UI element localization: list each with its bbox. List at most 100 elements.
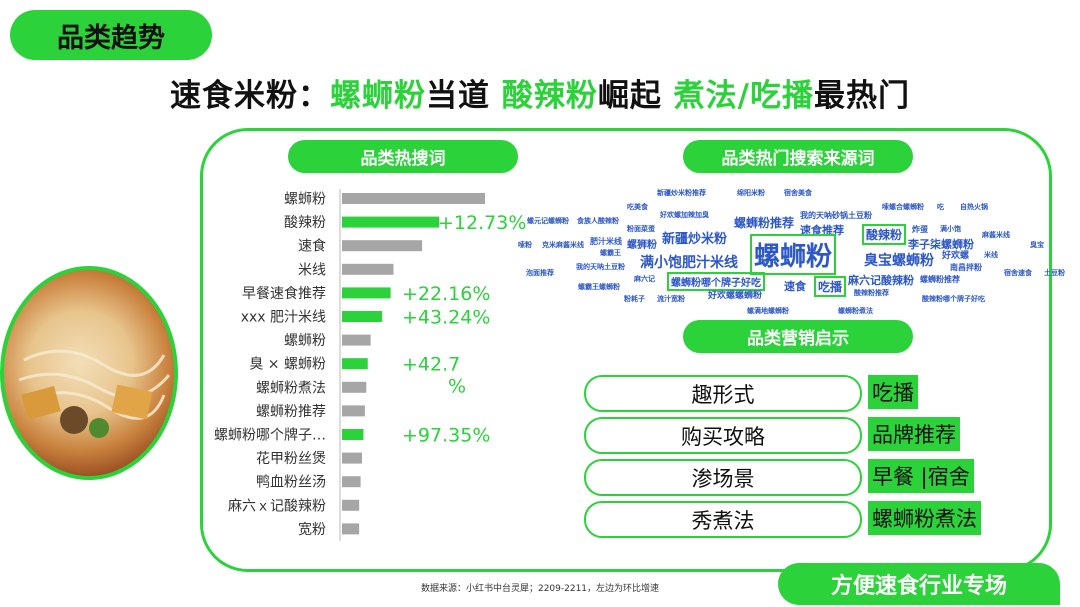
cloud-word: 速食	[784, 280, 806, 293]
bar	[342, 499, 360, 511]
cloud-word: 新疆炒米粉推荐	[657, 189, 706, 197]
bar	[342, 358, 368, 370]
marketing-right-4: 螺蛳粉煮法	[868, 501, 981, 535]
marketing-title: 品类营销启示	[683, 320, 913, 353]
cloud-word: 我的天呐砂锅土豆粉	[800, 211, 872, 220]
cloud-word: 臭宝	[1030, 241, 1044, 249]
cloud-word: 宿舍速食	[1004, 269, 1032, 277]
bar	[342, 452, 363, 464]
cloud-word: 螺元记螺蛳粉	[527, 217, 569, 225]
marketing-left-1: 趣形式	[584, 375, 862, 412]
cloud-word: 螺蛳粉推荐	[920, 275, 960, 284]
bar	[342, 429, 364, 440]
bar	[342, 263, 394, 275]
cloud-word: 螺满地螺蛳粉	[747, 307, 789, 315]
hot-search-title: 品类热搜词	[288, 140, 518, 173]
marketing-right-2: 品牌推荐	[868, 417, 960, 451]
cloud-word: 土豆粉	[1044, 269, 1065, 277]
cloud-word: 麻六记酸辣粉	[848, 274, 914, 287]
cloud-word: 螺狮粉	[627, 240, 657, 251]
bar	[342, 216, 440, 228]
bar	[342, 287, 391, 299]
cloud-word: 肥汁米线	[590, 237, 622, 246]
cloud-word: 粉耗子	[624, 295, 645, 303]
footer-banner: 方便速食行业专场	[778, 563, 1060, 605]
bar	[342, 523, 360, 535]
cloud-word: 速食推荐	[800, 224, 844, 237]
bar-category-label: 螺蛳粉煮法	[256, 380, 326, 396]
cloud-word: 酸辣粉	[862, 224, 907, 245]
headline-highlight-2: 酸辣粉	[501, 78, 598, 114]
bar-category-label: 螺蛳粉	[284, 333, 326, 349]
bar-growth-label: +43.24%	[402, 307, 490, 329]
cloud-word: 螺蛳粉	[750, 234, 837, 275]
marketing-left-4: 秀煮法	[584, 501, 862, 538]
bar-category-label: 鸭血粉丝汤	[256, 475, 326, 491]
bar-category-label: 麻六ｘ记酸辣粉	[228, 498, 326, 514]
section-tag: 品类趋势	[10, 10, 212, 60]
cloud-word: 新疆炒米粉	[662, 232, 728, 247]
cloud-word: 宿舍美食	[784, 189, 812, 197]
cloud-word: 粉面菜蛋	[627, 225, 655, 233]
headline-part-4: 最热门	[813, 78, 910, 114]
cloud-word: 李子柒螺蛳粉	[908, 238, 974, 251]
cloud-word: 好欢螺加辣加臭	[660, 211, 709, 219]
cloud-word: 吃	[937, 203, 944, 211]
bar-category-label: 宽粉	[298, 521, 326, 538]
cloud-word: 克米麻酱米线	[542, 241, 584, 249]
food-photo	[0, 266, 178, 480]
cloud-word: 好欢螺	[942, 251, 970, 261]
headline-part-3: 崛起	[597, 78, 674, 114]
cloud-word: 我的天呐土豆粉	[576, 263, 625, 271]
source-word-cloud: 新疆炒米粉推荐 绵阳米粉 宿舍美食 吃美食 嗦螺合螺蛳粉吃自热火锅 好欢螺加辣加臭 我的天呐…	[512, 182, 1065, 322]
page-headline: 速食米粉：螺蛳粉当道 酸辣粉崛起 煮法/吃播最热门	[0, 70, 1080, 115]
marketing-left-2: 购买攻略	[584, 417, 862, 454]
headline-part-2: 当道	[426, 78, 502, 114]
cloud-word: 螺霸王螺蛳粉	[578, 283, 620, 291]
content-frame	[200, 128, 1052, 572]
data-source-note: 数据来源：小红书中台灵犀；2209-2211，左边为环比增速	[420, 584, 660, 594]
bar	[342, 311, 383, 322]
bar-category-label: 早餐速食推荐	[242, 285, 326, 302]
cloud-word: 食族人酸辣粉	[577, 217, 619, 225]
cloud-word: 米线	[984, 251, 998, 259]
cloud-word: 麻酱米线	[982, 231, 1010, 239]
cloud-word: 嗦粉	[518, 241, 532, 249]
bar	[342, 405, 365, 417]
bar	[342, 193, 485, 204]
bar-growth-label: +97.35%	[402, 425, 490, 447]
cloud-word: 满小饱	[940, 225, 961, 233]
bar-growth-label: +12.73%	[438, 212, 526, 234]
cloud-word: 螺霸王	[600, 249, 621, 257]
cloud-word: 酸辣粉推荐	[854, 289, 889, 297]
bar-category-label: 速食	[298, 238, 326, 255]
bar	[342, 334, 371, 346]
cloud-word: 吃播	[814, 276, 847, 297]
bar-category-label: 螺蛳粉	[284, 192, 326, 208]
marketing-left-3: 渗场景	[584, 459, 862, 496]
bar-category-label: 螺蛳粉哪个牌子…	[214, 427, 326, 444]
bar-growth-label: +22.16%	[402, 283, 490, 305]
cloud-word: 麻六记	[634, 275, 655, 283]
headline-part-1: 速食米粉：	[170, 78, 331, 114]
cloud-word: 臭宝螺蛳粉	[864, 253, 934, 269]
cloud-word: 流汁宽粉	[657, 295, 685, 303]
cloud-word: 螺蛳粉推荐	[734, 216, 795, 230]
bar-category-label: 米线	[298, 262, 326, 278]
cloud-word: 螺蛳粉煮法	[838, 307, 873, 315]
bar-category-label: 花甲粉丝煲	[256, 450, 326, 467]
cloud-word: 自热火锅	[960, 203, 988, 211]
cloud-word: 螺蛳粉哪个牌子好吃	[667, 272, 765, 291]
bar-category-label: xxx 肥汁米线	[241, 310, 326, 326]
headline-highlight-3: 煮法/吃播	[673, 78, 814, 114]
bar-category-label: 酸辣粉	[284, 215, 326, 231]
cloud-word: 嗦螺合螺蛳粉	[882, 203, 924, 211]
bar	[342, 476, 361, 488]
cloud-word: 酸辣粉哪个牌子好吃	[922, 295, 985, 303]
cloud-word: 泡面推荐	[526, 269, 554, 277]
marketing-right-3: 早餐 |宿舍	[868, 459, 974, 493]
source-words-title: 品类热门搜索来源词	[683, 140, 913, 173]
bar-growth-label: %	[448, 376, 466, 398]
cloud-word: 绵阳米粉	[737, 189, 765, 197]
cloud-word: 好欢螺螺蛳粉	[708, 291, 763, 301]
